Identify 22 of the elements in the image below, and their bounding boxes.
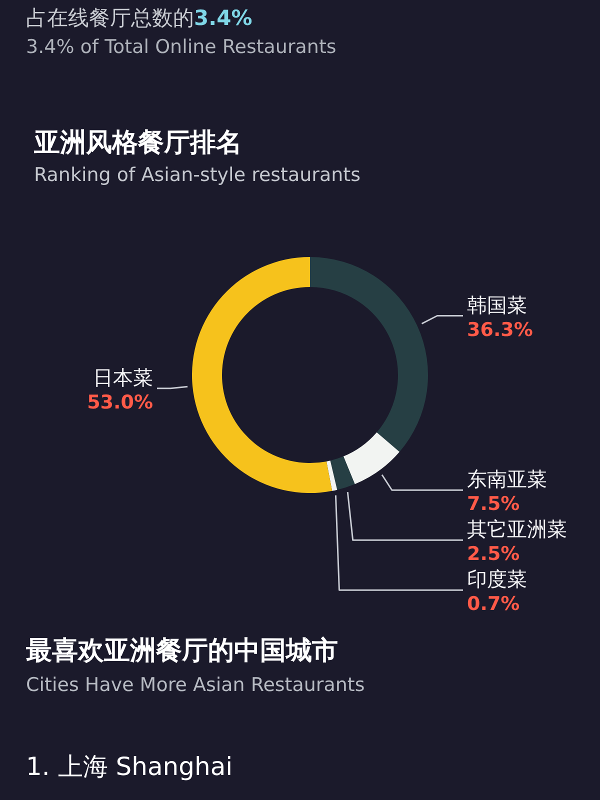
donut-slice (192, 257, 332, 493)
slice-label: 日本菜 (93, 365, 153, 390)
donut-slice (310, 257, 428, 452)
data-label: 36.3% (467, 318, 533, 341)
donut-slice (343, 432, 400, 484)
chart-title: 亚洲风格餐厅排名 (34, 128, 242, 160)
text: 最喜欢亚洲餐厅的中国城市 (26, 636, 338, 668)
data-label: 53.0% (87, 391, 153, 414)
text: Cities Have More Asian Restaurants (26, 674, 365, 697)
donut-slice (330, 456, 355, 490)
text: 1. 上海 Shanghai (26, 752, 233, 782)
data-label: 7.5% (467, 493, 520, 516)
slice-label: 印度菜 (467, 567, 527, 592)
text: 3.4% of Total Online Restaurants (26, 36, 336, 59)
slice-label: 韩国菜 (467, 292, 527, 317)
data-label: 0.7% (467, 593, 520, 616)
data-label: 2.5% (467, 543, 520, 566)
slice-label: 东南亚菜 (467, 467, 547, 492)
donut-slice (326, 460, 338, 491)
slice-label: 其它亚洲菜 (467, 517, 567, 542)
chart-subtitle: Ranking of Asian-style restaurants (34, 164, 361, 187)
text: 占在线餐厅总数的3.4% (26, 6, 252, 30)
